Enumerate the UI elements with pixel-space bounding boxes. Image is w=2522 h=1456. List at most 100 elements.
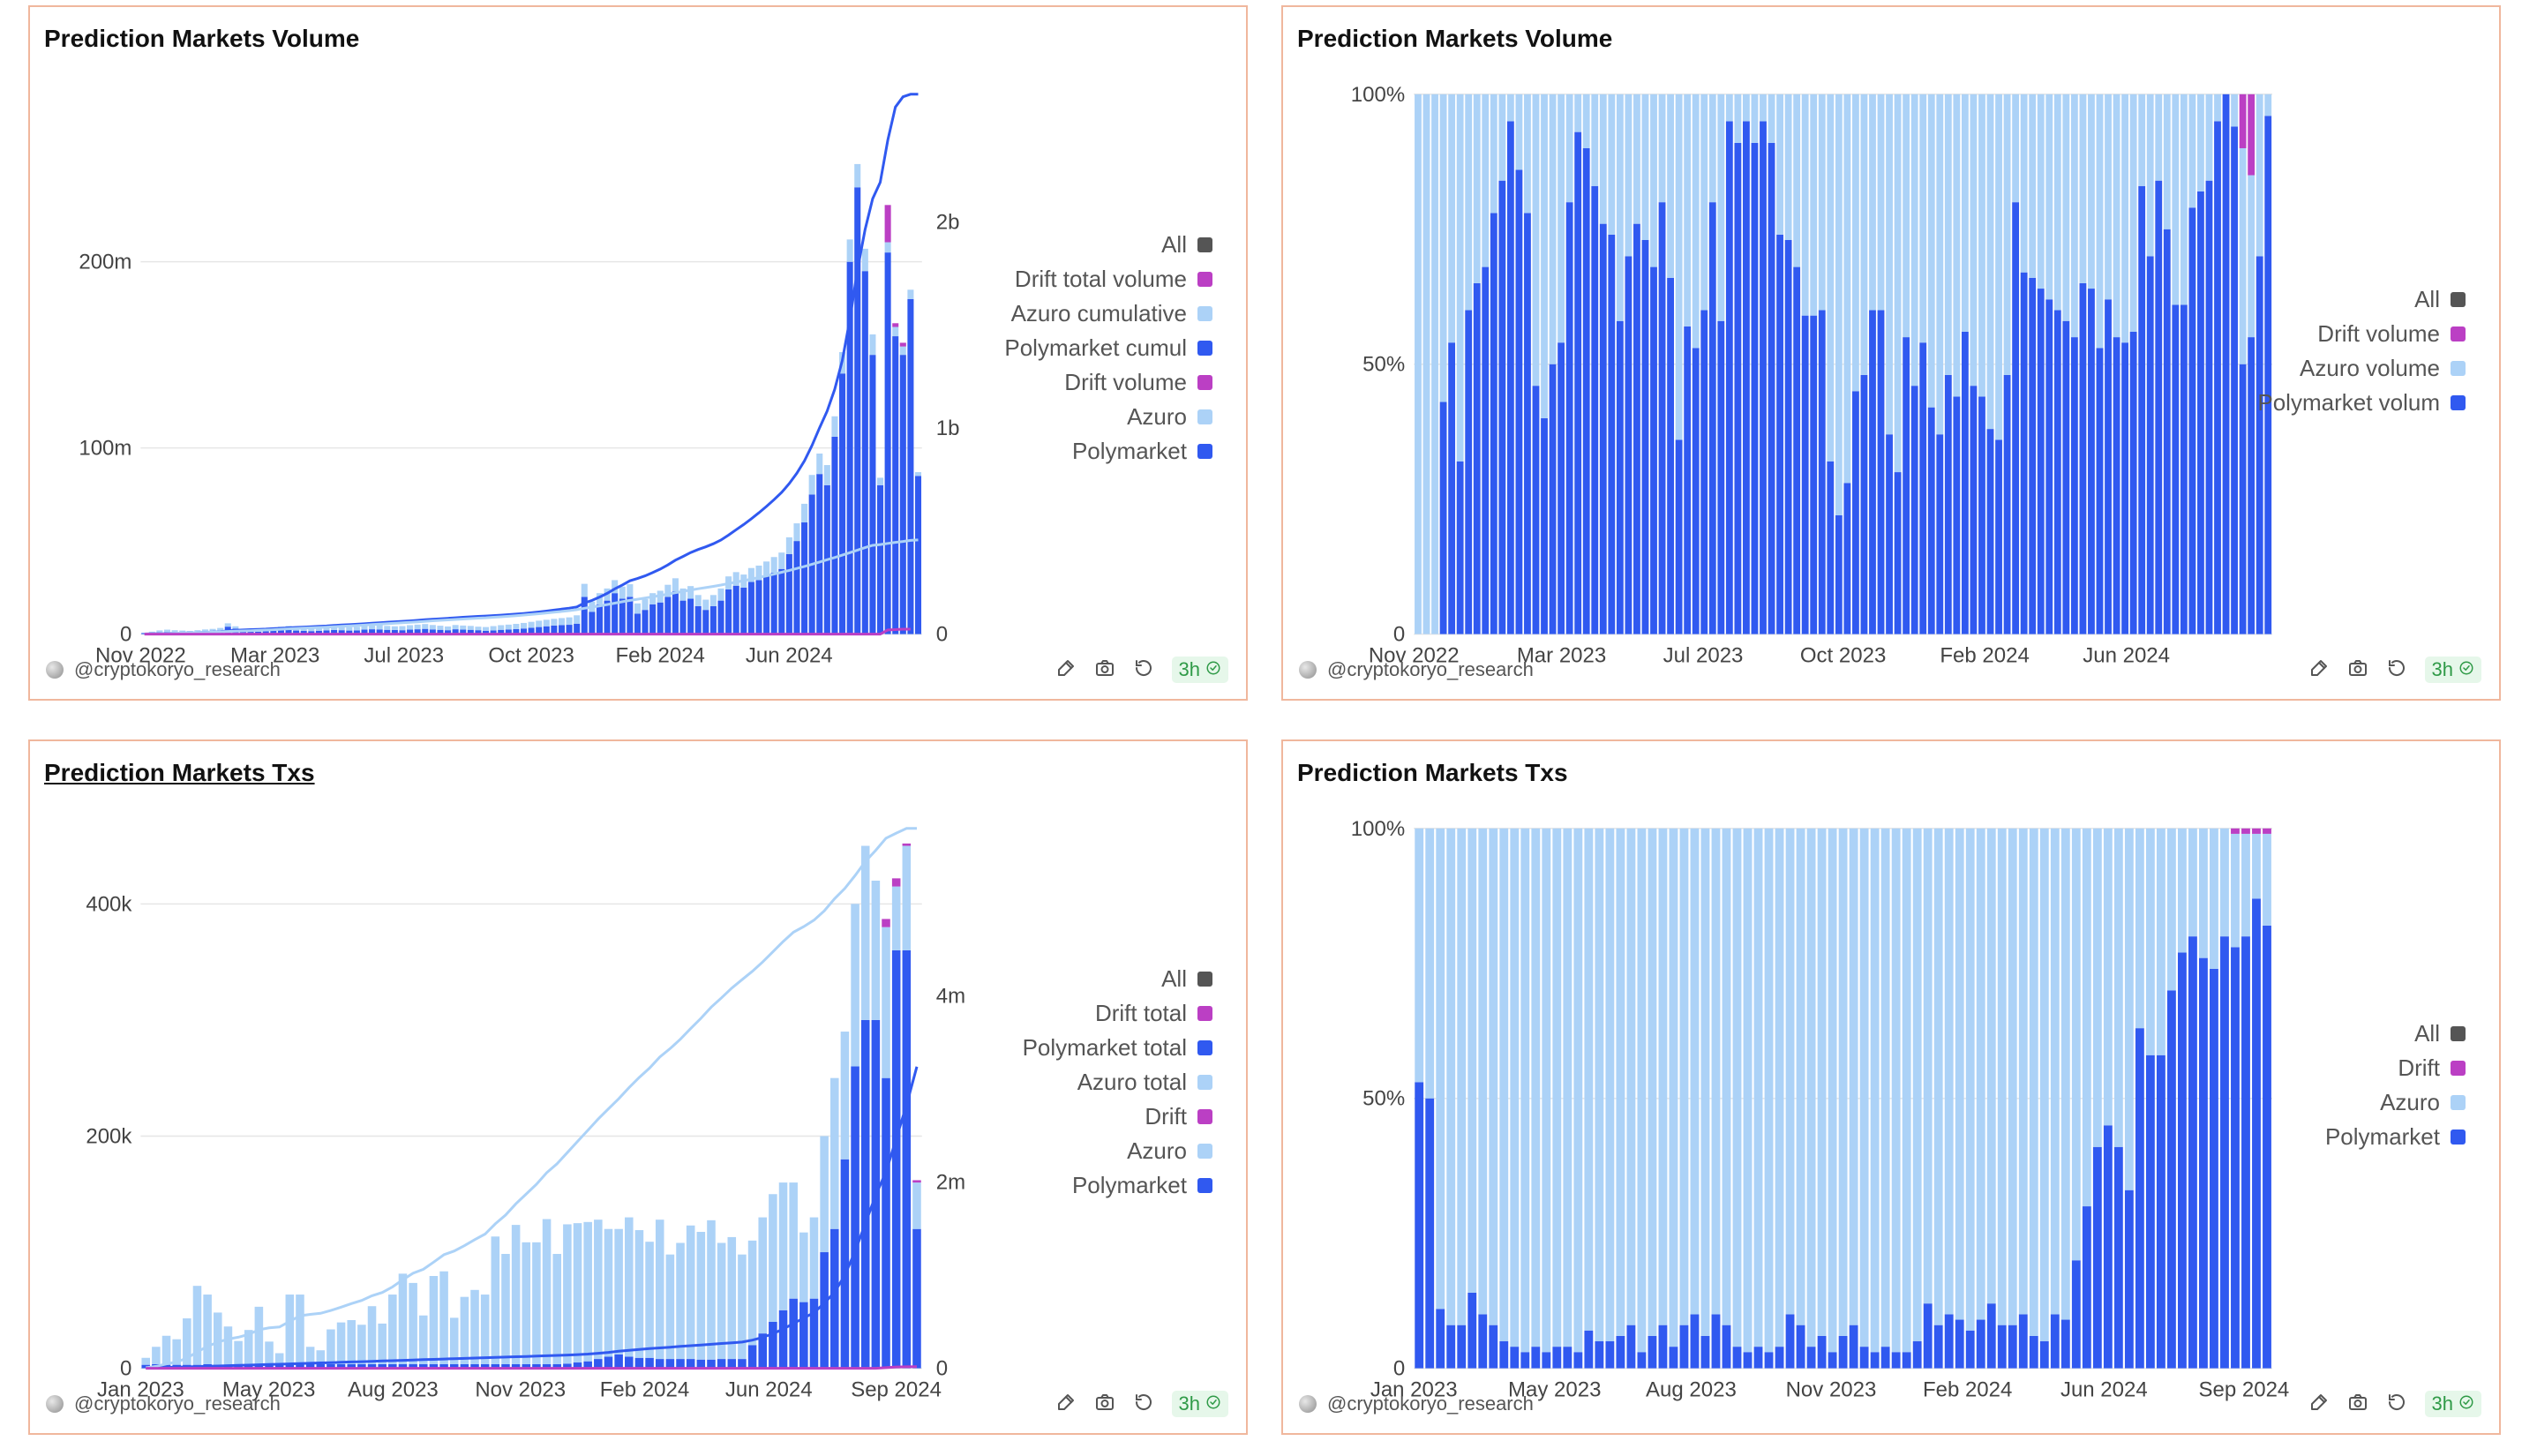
- bar-polymarket[interactable]: [1880, 1347, 1890, 1369]
- bar-polymarket[interactable]: [513, 628, 520, 634]
- bar-polymarket[interactable]: [899, 355, 906, 634]
- bar-polymarket[interactable]: [467, 629, 474, 634]
- bar-azuro[interactable]: [470, 1289, 479, 1364]
- bar-azuro[interactable]: [1828, 828, 1837, 1353]
- bar-polymarket-volum[interactable]: [1768, 142, 1775, 634]
- bar-azuro-volume[interactable]: [1894, 94, 1902, 473]
- bar-azuro[interactable]: [645, 1242, 654, 1358]
- bar-azuro-volume[interactable]: [1700, 94, 1708, 311]
- bar-azuro[interactable]: [914, 472, 922, 477]
- bar-polymarket[interactable]: [409, 1363, 417, 1369]
- bar-polymarket-volum[interactable]: [1582, 147, 1590, 634]
- bar-azuro-volume[interactable]: [2088, 94, 2095, 289]
- bar-azuro[interactable]: [2018, 828, 2028, 1315]
- bar-polymarket[interactable]: [414, 629, 421, 634]
- bar-azuro[interactable]: [1648, 828, 1657, 1336]
- bar-azuro-volume[interactable]: [1768, 94, 1775, 143]
- bar-polymarket[interactable]: [418, 1363, 428, 1369]
- bar-azuro[interactable]: [203, 1295, 212, 1364]
- bar-polymarket[interactable]: [445, 630, 452, 634]
- bar-azuro-volume[interactable]: [2256, 94, 2263, 257]
- bar-azuro[interactable]: [407, 625, 414, 630]
- bar-azuro[interactable]: [1690, 828, 1700, 1315]
- bar-polymarket-volum[interactable]: [1835, 515, 1843, 634]
- legend-item-all[interactable]: All: [1161, 962, 1212, 996]
- bar-polymarket-volum[interactable]: [1650, 266, 1657, 634]
- bar-polymarket[interactable]: [2210, 968, 2218, 1369]
- bar-azuro[interactable]: [1605, 828, 1615, 1342]
- bar-polymarket[interactable]: [1965, 1330, 1975, 1369]
- bar-azuro[interactable]: [1806, 828, 1816, 1347]
- bar-azuro-volume[interactable]: [1708, 94, 1716, 203]
- bar-azuro[interactable]: [482, 627, 490, 631]
- bar-azuro[interactable]: [707, 1220, 716, 1360]
- bar-polymarket[interactable]: [1764, 1352, 1774, 1369]
- bar-polymarket[interactable]: [860, 1019, 870, 1369]
- bar-azuro[interactable]: [558, 618, 566, 626]
- bar-polymarket[interactable]: [912, 1228, 921, 1369]
- bar-polymarket-volum[interactable]: [1591, 185, 1599, 634]
- bar-polymarket-volum[interactable]: [1725, 121, 1733, 634]
- bar-azuro[interactable]: [642, 598, 649, 611]
- bar-polymarket[interactable]: [460, 1363, 469, 1369]
- bar-polymarket[interactable]: [376, 629, 383, 634]
- bar-azuro[interactable]: [388, 1295, 397, 1364]
- bar-polymarket[interactable]: [747, 1345, 757, 1369]
- bar-polymarket-volum[interactable]: [2079, 282, 2087, 634]
- bar-azuro[interactable]: [367, 1306, 377, 1364]
- bar-polymarket-volum[interactable]: [2053, 310, 2061, 634]
- bar-azuro[interactable]: [194, 630, 201, 633]
- bar-polymarket[interactable]: [566, 625, 573, 634]
- bar-polymarket[interactable]: [1944, 1314, 1954, 1369]
- line-polymarket-total[interactable]: [146, 1066, 919, 1370]
- legend-item-drift-total-volume[interactable]: Drift total volume: [1015, 262, 1212, 296]
- bar-azuro[interactable]: [769, 1194, 777, 1322]
- bar-azuro[interactable]: [501, 1254, 510, 1364]
- bar-azuro-volume[interactable]: [1431, 94, 1438, 634]
- bar-polymarket[interactable]: [1499, 1341, 1509, 1369]
- bar-polymarket[interactable]: [2113, 1146, 2123, 1369]
- bar-polymarket[interactable]: [2166, 990, 2176, 1369]
- bar-polymarket[interactable]: [676, 1359, 685, 1369]
- refresh-icon[interactable]: [1133, 657, 1154, 683]
- bar-azuro[interactable]: [296, 1295, 304, 1364]
- bar-azuro-volume[interactable]: [1582, 94, 1590, 148]
- bar-polymarket[interactable]: [316, 1363, 326, 1369]
- bar-polymarket[interactable]: [1605, 1341, 1615, 1369]
- bar-polymarket-volum[interactable]: [1524, 213, 1531, 634]
- bar-polymarket[interactable]: [839, 373, 846, 634]
- bar-polymarket-volum[interactable]: [2121, 342, 2129, 634]
- bar-polymarket[interactable]: [725, 589, 732, 634]
- bar-polymarket-volum[interactable]: [2045, 299, 2053, 634]
- bar-azuro-volume[interactable]: [1793, 94, 1801, 267]
- bar-polymarket[interactable]: [785, 553, 792, 634]
- bar-polymarket-volum[interactable]: [1827, 461, 1835, 634]
- bar-polymarket[interactable]: [520, 628, 528, 634]
- bar-azuro[interactable]: [2008, 828, 2017, 1325]
- bar-drift[interactable]: [2241, 828, 2250, 834]
- bar-polymarket-volum[interactable]: [1515, 169, 1523, 634]
- bar-polymarket[interactable]: [378, 1363, 387, 1369]
- author-name[interactable]: @cryptokoryo_research: [74, 1392, 281, 1415]
- bar-polymarket-volum[interactable]: [1903, 337, 1910, 634]
- bar-polymarket[interactable]: [398, 1363, 408, 1369]
- bar-polymarket[interactable]: [1796, 1325, 1805, 1369]
- bar-azuro-volume[interactable]: [1860, 94, 1868, 375]
- bar-polymarket-volum[interactable]: [1448, 342, 1456, 634]
- bar-azuro-volume[interactable]: [1667, 94, 1674, 278]
- bar-polymarket[interactable]: [2029, 1335, 2038, 1369]
- bar-polymarket[interactable]: [2124, 1190, 2134, 1369]
- bar-drift-volume[interactable]: [899, 342, 906, 347]
- bar-azuro[interactable]: [234, 1340, 243, 1364]
- bar-azuro[interactable]: [1489, 828, 1498, 1325]
- bar-polymarket[interactable]: [892, 336, 899, 634]
- bar-polymarket[interactable]: [551, 625, 558, 634]
- bar-azuro-volume[interactable]: [2029, 94, 2037, 278]
- bar-azuro-volume[interactable]: [1482, 94, 1490, 267]
- bar-polymarket[interactable]: [1542, 1352, 1551, 1369]
- bar-azuro-volume[interactable]: [1835, 94, 1843, 516]
- bar-polymarket[interactable]: [1457, 1325, 1467, 1369]
- bar-polymarket-volum[interactable]: [1970, 386, 1978, 634]
- bar-polymarket-volum[interactable]: [2231, 126, 2238, 634]
- bar-azuro[interactable]: [2241, 833, 2250, 937]
